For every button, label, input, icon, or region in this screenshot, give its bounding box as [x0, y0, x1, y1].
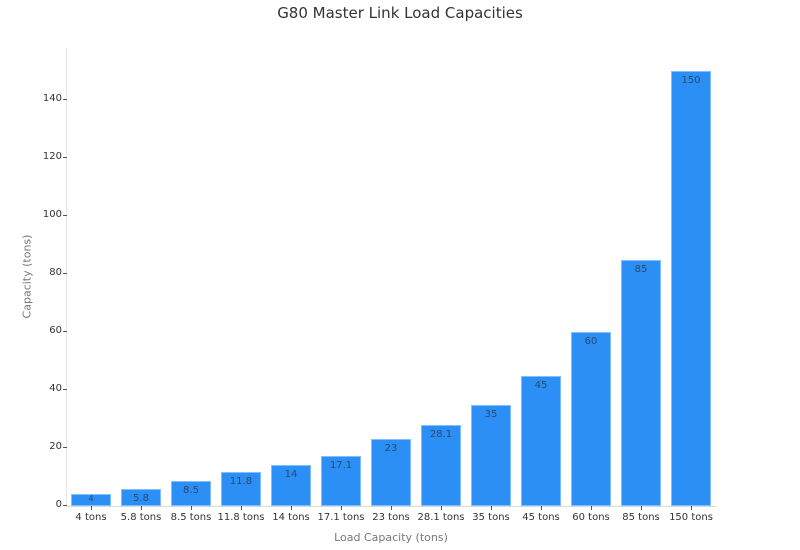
x-tick-label: 14 tons — [272, 512, 310, 523]
x-tick-label: 8.5 tons — [170, 512, 212, 523]
y-axis-line — [66, 48, 67, 506]
x-tick-label: 45 tons — [522, 512, 560, 523]
bar-value-label: 17.1 — [329, 460, 353, 472]
x-tick-mark — [91, 506, 92, 510]
x-tick-mark — [441, 506, 442, 510]
x-tick-label: 60 tons — [572, 512, 610, 523]
x-tick-mark — [641, 506, 642, 510]
y-axis-label: Capacity (tons) — [20, 234, 34, 319]
bar[interactable]: 4 — [71, 494, 111, 506]
x-tick-mark — [241, 506, 242, 510]
bar-value-label: 35 — [484, 408, 498, 420]
bar-value-label: 60 — [584, 336, 598, 348]
y-tick-label: 140 — [20, 93, 67, 104]
bar[interactable]: 11.8 — [221, 471, 261, 506]
x-tick-label: 4 tons — [75, 512, 107, 523]
x-tick-mark — [541, 506, 542, 510]
x-tick-mark — [491, 506, 492, 510]
bar[interactable]: 150 — [671, 71, 711, 506]
bar-value-label: 4 — [88, 494, 94, 504]
x-tick-mark — [291, 506, 292, 510]
x-tick-mark — [141, 506, 142, 510]
y-tick-label: 80 — [20, 267, 67, 278]
y-tick-label: 60 — [20, 325, 67, 336]
bar-value-label: 45 — [534, 379, 548, 391]
bar-value-label: 14 — [284, 469, 298, 481]
bar[interactable]: 17.1 — [321, 456, 361, 506]
x-tick-label: 17.1 tons — [317, 512, 365, 523]
y-tick-label: 20 — [20, 441, 67, 452]
bar[interactable]: 5.8 — [121, 489, 161, 506]
bar[interactable]: 85 — [621, 259, 661, 506]
x-tick-label: 23 tons — [372, 512, 410, 523]
bar[interactable]: 60 — [571, 332, 611, 506]
x-tick-label: 85 tons — [622, 512, 660, 523]
x-axis-label: Load Capacity (tons) — [334, 531, 448, 544]
bar[interactable]: 35 — [471, 404, 511, 506]
x-tick-mark — [591, 506, 592, 510]
y-tick-label: 40 — [20, 383, 67, 394]
bar-value-label: 150 — [681, 75, 701, 87]
chart-title: G80 Master Link Load Capacities — [277, 4, 523, 22]
x-tick-mark — [341, 506, 342, 510]
y-tick-label: 100 — [20, 209, 67, 220]
y-tick-label: 0 — [20, 499, 67, 510]
x-tick-label: 150 tons — [669, 512, 713, 523]
x-tick-label: 5.8 tons — [120, 512, 162, 523]
x-tick-mark — [691, 506, 692, 510]
bar[interactable]: 8.5 — [171, 481, 211, 506]
x-tick-mark — [191, 506, 192, 510]
x-tick-label: 11.8 tons — [217, 512, 265, 523]
x-tick-label: 28.1 tons — [417, 512, 465, 523]
bar[interactable]: 23 — [371, 439, 411, 506]
x-tick-label: 35 tons — [472, 512, 510, 523]
bar[interactable]: 28.1 — [421, 424, 461, 506]
bar-value-label: 28.1 — [429, 428, 453, 440]
bar-value-label: 85 — [634, 263, 648, 275]
bar-value-label: 8.5 — [183, 485, 199, 497]
bar-value-label: 5.8 — [133, 493, 149, 505]
x-tick-mark — [391, 506, 392, 510]
bar[interactable]: 14 — [271, 465, 311, 506]
y-tick-label: 120 — [20, 151, 67, 162]
bar-value-label: 11.8 — [229, 475, 253, 487]
bar-value-label: 23 — [384, 443, 398, 455]
bar[interactable]: 45 — [521, 375, 561, 506]
